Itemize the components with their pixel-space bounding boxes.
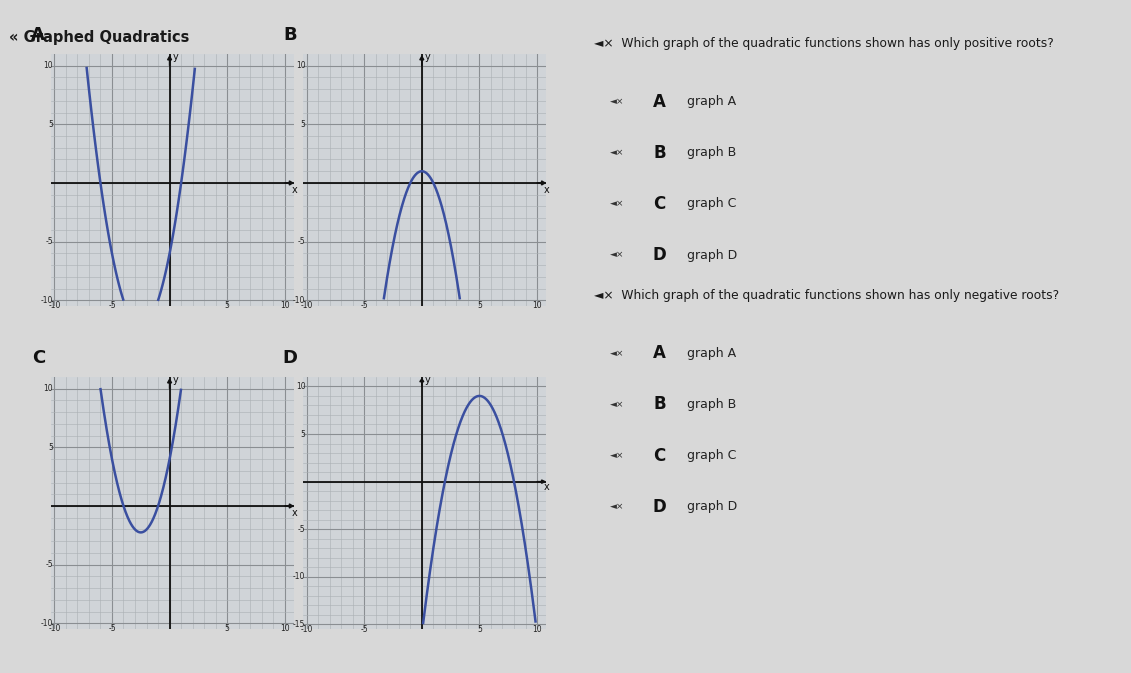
Text: -5: -5 bbox=[361, 301, 368, 310]
Text: x: x bbox=[544, 185, 550, 195]
Text: ◄×: ◄× bbox=[611, 451, 624, 460]
Text: graph D: graph D bbox=[687, 248, 736, 262]
FancyArrow shape bbox=[537, 181, 545, 185]
Text: y: y bbox=[173, 52, 179, 63]
Text: -5: -5 bbox=[297, 237, 305, 246]
Text: D: D bbox=[283, 349, 297, 367]
Text: D: D bbox=[653, 246, 666, 264]
Text: -10: -10 bbox=[293, 296, 305, 305]
FancyArrow shape bbox=[285, 181, 293, 185]
Text: 10: 10 bbox=[296, 382, 305, 391]
Text: 5: 5 bbox=[49, 120, 53, 129]
Text: y: y bbox=[425, 375, 431, 385]
Text: y: y bbox=[173, 376, 179, 386]
Text: ◄×: ◄× bbox=[611, 250, 624, 260]
Text: B: B bbox=[653, 144, 666, 162]
Text: -10: -10 bbox=[301, 625, 313, 634]
Text: 10: 10 bbox=[296, 61, 305, 70]
Text: graph A: graph A bbox=[687, 95, 735, 108]
Text: graph B: graph B bbox=[687, 398, 736, 411]
Text: 10: 10 bbox=[280, 301, 290, 310]
Text: 10: 10 bbox=[533, 625, 542, 634]
Text: B: B bbox=[284, 26, 297, 44]
Text: ◄×: ◄× bbox=[611, 502, 624, 511]
Text: C: C bbox=[654, 447, 665, 464]
Text: 5: 5 bbox=[301, 120, 305, 129]
Text: -10: -10 bbox=[49, 624, 61, 633]
Text: 10: 10 bbox=[44, 61, 53, 70]
Text: D: D bbox=[653, 498, 666, 516]
Text: ◄×: ◄× bbox=[611, 400, 624, 409]
Text: 10: 10 bbox=[533, 301, 542, 310]
FancyArrow shape bbox=[420, 57, 424, 66]
Text: -5: -5 bbox=[45, 237, 53, 246]
Text: 5: 5 bbox=[225, 624, 230, 633]
Text: 10: 10 bbox=[280, 624, 290, 633]
Text: -15: -15 bbox=[293, 620, 305, 629]
Text: ◄×  Which graph of the quadratic functions shown has only negative roots?: ◄× Which graph of the quadratic function… bbox=[594, 289, 1059, 302]
Text: ◄×: ◄× bbox=[611, 199, 624, 209]
Text: graph B: graph B bbox=[687, 146, 736, 160]
Text: x: x bbox=[544, 483, 550, 493]
Text: graph D: graph D bbox=[687, 500, 736, 513]
Text: ◄×  Which graph of the quadratic functions shown has only positive roots?: ◄× Which graph of the quadratic function… bbox=[594, 37, 1053, 50]
Text: 5: 5 bbox=[49, 443, 53, 452]
FancyArrow shape bbox=[167, 57, 172, 66]
Text: ◄×: ◄× bbox=[611, 97, 624, 106]
FancyArrow shape bbox=[420, 379, 424, 386]
Text: -5: -5 bbox=[361, 625, 368, 634]
Text: 5: 5 bbox=[477, 301, 482, 310]
FancyArrow shape bbox=[537, 480, 545, 483]
Text: B: B bbox=[653, 396, 666, 413]
Text: x: x bbox=[292, 508, 297, 518]
Text: -10: -10 bbox=[301, 301, 313, 310]
Text: C: C bbox=[32, 349, 45, 367]
Text: y: y bbox=[425, 52, 431, 63]
Text: x: x bbox=[292, 185, 297, 195]
Text: -10: -10 bbox=[41, 296, 53, 305]
Text: ◄×: ◄× bbox=[611, 148, 624, 157]
Text: 5: 5 bbox=[477, 625, 482, 634]
Text: -5: -5 bbox=[45, 560, 53, 569]
FancyArrow shape bbox=[167, 380, 172, 389]
Text: 10: 10 bbox=[44, 384, 53, 393]
Text: A: A bbox=[653, 345, 666, 362]
Text: -10: -10 bbox=[41, 619, 53, 628]
Text: graph C: graph C bbox=[687, 449, 736, 462]
Text: 5: 5 bbox=[225, 301, 230, 310]
Text: -10: -10 bbox=[49, 301, 61, 310]
Text: C: C bbox=[654, 195, 665, 213]
Text: « Graphed Quadratics: « Graphed Quadratics bbox=[9, 30, 189, 45]
Text: A: A bbox=[653, 93, 666, 110]
Text: -5: -5 bbox=[109, 624, 115, 633]
Text: ◄×: ◄× bbox=[611, 349, 624, 358]
Text: graph A: graph A bbox=[687, 347, 735, 360]
Text: 5: 5 bbox=[301, 429, 305, 439]
Text: -5: -5 bbox=[109, 301, 115, 310]
Text: -10: -10 bbox=[293, 572, 305, 581]
Text: graph C: graph C bbox=[687, 197, 736, 211]
Text: A: A bbox=[32, 26, 45, 44]
Text: -5: -5 bbox=[297, 525, 305, 534]
FancyArrow shape bbox=[285, 504, 293, 508]
